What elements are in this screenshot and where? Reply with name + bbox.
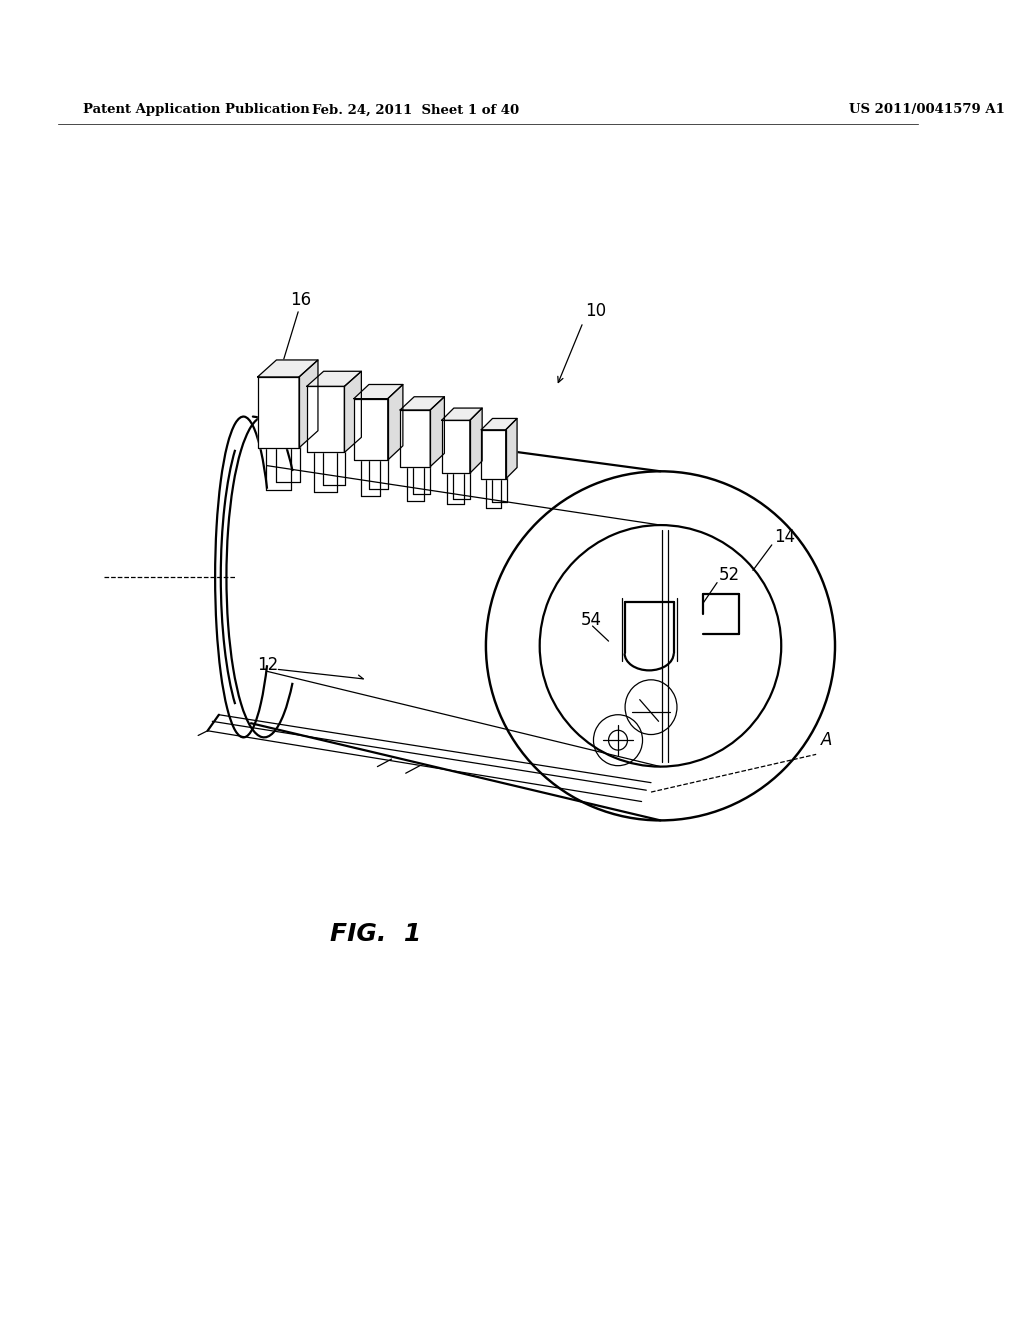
Text: 10: 10 xyxy=(585,302,606,319)
Text: Feb. 24, 2011  Sheet 1 of 40: Feb. 24, 2011 Sheet 1 of 40 xyxy=(311,103,519,116)
Polygon shape xyxy=(344,371,361,453)
Polygon shape xyxy=(354,399,388,459)
Polygon shape xyxy=(258,360,318,378)
Text: 54: 54 xyxy=(581,611,601,630)
Text: US 2011/0041579 A1: US 2011/0041579 A1 xyxy=(849,103,1005,116)
Polygon shape xyxy=(470,408,482,473)
Polygon shape xyxy=(441,408,482,420)
Text: FIG.  1: FIG. 1 xyxy=(330,921,422,945)
Polygon shape xyxy=(481,418,517,430)
Polygon shape xyxy=(306,387,344,453)
Polygon shape xyxy=(430,397,444,466)
Polygon shape xyxy=(354,384,402,399)
Polygon shape xyxy=(299,360,318,447)
Polygon shape xyxy=(388,384,402,459)
Text: 14: 14 xyxy=(774,528,795,546)
Polygon shape xyxy=(306,371,361,387)
Text: 12: 12 xyxy=(257,656,278,673)
Polygon shape xyxy=(400,411,430,466)
Text: 16: 16 xyxy=(291,290,311,309)
Text: A: A xyxy=(821,731,833,750)
Text: Patent Application Publication: Patent Application Publication xyxy=(83,103,310,116)
Polygon shape xyxy=(506,418,517,479)
Polygon shape xyxy=(441,420,470,473)
Polygon shape xyxy=(481,430,506,479)
Text: 52: 52 xyxy=(719,566,740,583)
Polygon shape xyxy=(400,397,444,411)
Polygon shape xyxy=(258,378,299,447)
